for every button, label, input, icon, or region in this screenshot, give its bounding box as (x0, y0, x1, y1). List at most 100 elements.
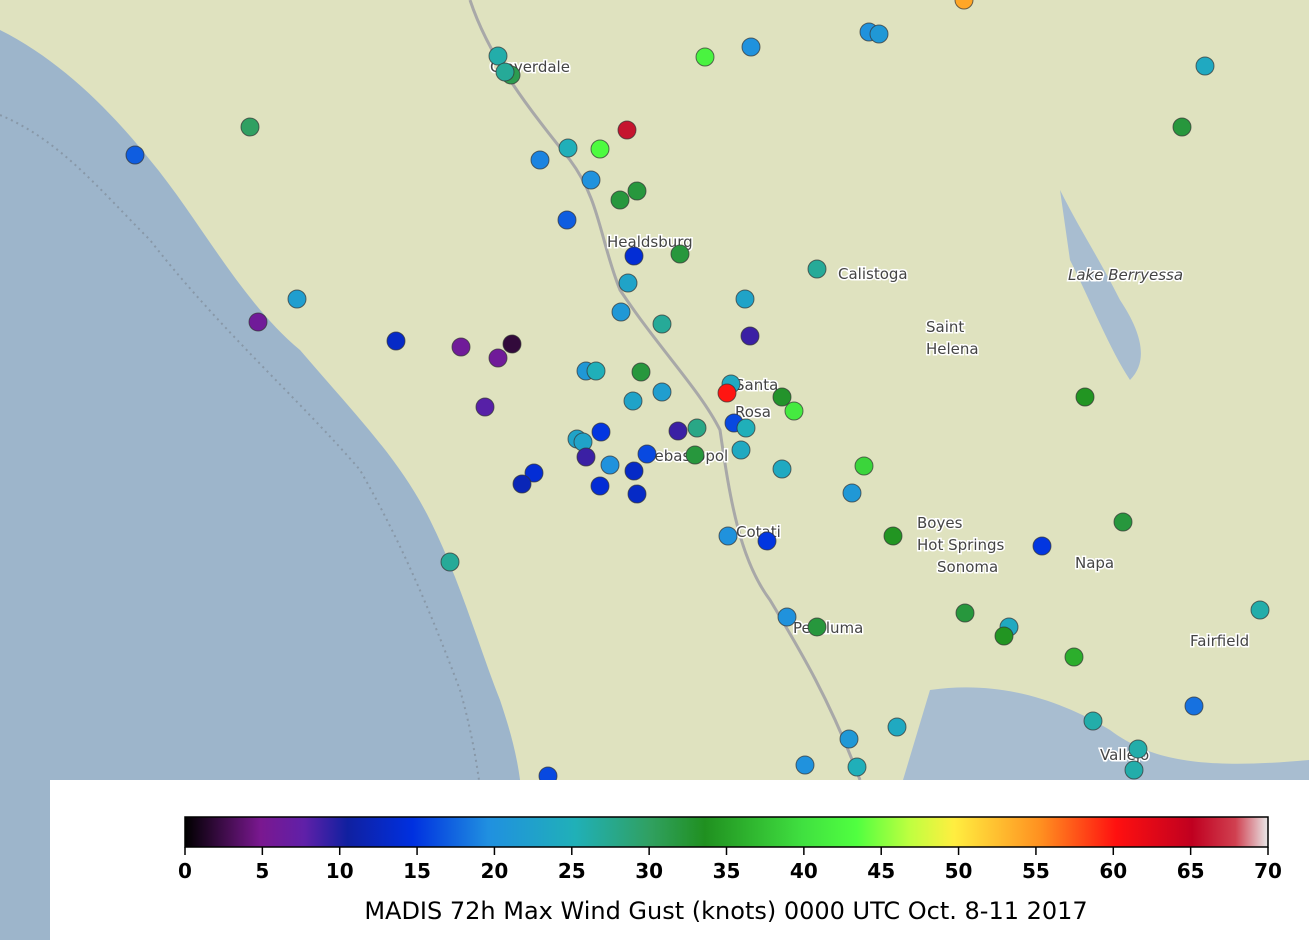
station (1172, 117, 1192, 137)
station (617, 120, 637, 140)
station (512, 474, 532, 494)
station (240, 117, 260, 137)
place-label: Petaluma (793, 619, 863, 637)
station (695, 47, 715, 67)
station (591, 422, 611, 442)
station (1195, 56, 1215, 76)
station (586, 361, 606, 381)
tick-label: 25 (558, 859, 586, 883)
place-label: Santa (735, 376, 778, 394)
place-label: Saint (926, 318, 964, 336)
station (576, 447, 596, 467)
colorbar (184, 816, 1269, 848)
station (842, 483, 862, 503)
station (125, 145, 145, 165)
station (1075, 387, 1095, 407)
station (623, 391, 643, 411)
station (685, 445, 705, 465)
station (731, 440, 751, 460)
station (488, 46, 508, 66)
station (488, 348, 508, 368)
station (869, 24, 889, 44)
station (451, 337, 471, 357)
station (883, 526, 903, 546)
station (887, 717, 907, 737)
place-label: Lake Berryessa (1068, 266, 1183, 284)
tick-label: 35 (713, 859, 741, 883)
station (627, 484, 647, 504)
station (475, 397, 495, 417)
station (955, 603, 975, 623)
station (772, 387, 792, 407)
station (1032, 536, 1052, 556)
station (495, 62, 515, 82)
place-label: Calistoga (838, 265, 908, 283)
station (718, 526, 738, 546)
station (839, 729, 859, 749)
tick-label: 65 (1177, 859, 1205, 883)
station (581, 170, 601, 190)
station (994, 626, 1014, 646)
station (687, 418, 707, 438)
station (1250, 600, 1270, 620)
station (741, 37, 761, 57)
station (757, 531, 777, 551)
lake (1060, 190, 1141, 380)
station (558, 138, 578, 158)
tick-label: 45 (867, 859, 895, 883)
station (777, 607, 797, 627)
colorbar-label: MADIS 72h Max Wind Gust (knots) 0000 UTC… (364, 897, 1087, 925)
tick-label: 20 (481, 859, 509, 883)
tick-label: 40 (790, 859, 818, 883)
tick-label: 0 (178, 859, 192, 883)
station (624, 246, 644, 266)
station (1124, 760, 1144, 780)
station (631, 362, 651, 382)
tick-label: 55 (1022, 859, 1050, 883)
station (736, 418, 756, 438)
station (637, 444, 657, 464)
station (740, 326, 760, 346)
place-label: Hot Springs (917, 536, 1005, 554)
station (611, 302, 631, 322)
station (652, 314, 672, 334)
station (440, 552, 460, 572)
station (524, 463, 544, 483)
station (624, 461, 644, 481)
station (807, 617, 827, 637)
place-label: Fairfield (1190, 632, 1249, 650)
station (386, 331, 406, 351)
station (557, 210, 577, 230)
station (954, 0, 974, 10)
tick-label: 15 (403, 859, 431, 883)
station (600, 455, 620, 475)
place-label: Helena (926, 340, 979, 358)
place-label: Boyes (917, 514, 963, 532)
station (502, 334, 522, 354)
place-label: Napa (1075, 554, 1114, 572)
station (287, 289, 307, 309)
station (590, 139, 610, 159)
tick-label: 5 (255, 859, 269, 883)
station (854, 456, 874, 476)
station (530, 150, 550, 170)
station (610, 190, 630, 210)
station (795, 755, 815, 775)
place-label: Sonoma (937, 558, 998, 576)
station (668, 421, 688, 441)
station (618, 273, 638, 293)
station (735, 289, 755, 309)
highway (468, 0, 862, 781)
station (1064, 647, 1084, 667)
station (652, 382, 672, 402)
ocean (0, 30, 524, 940)
station (670, 244, 690, 264)
tick-label: 60 (1099, 859, 1127, 883)
tick-label: 50 (945, 859, 973, 883)
station (807, 259, 827, 279)
tick-label: 10 (326, 859, 354, 883)
station (784, 401, 804, 421)
station (1128, 739, 1148, 759)
station (847, 757, 867, 777)
station (590, 476, 610, 496)
